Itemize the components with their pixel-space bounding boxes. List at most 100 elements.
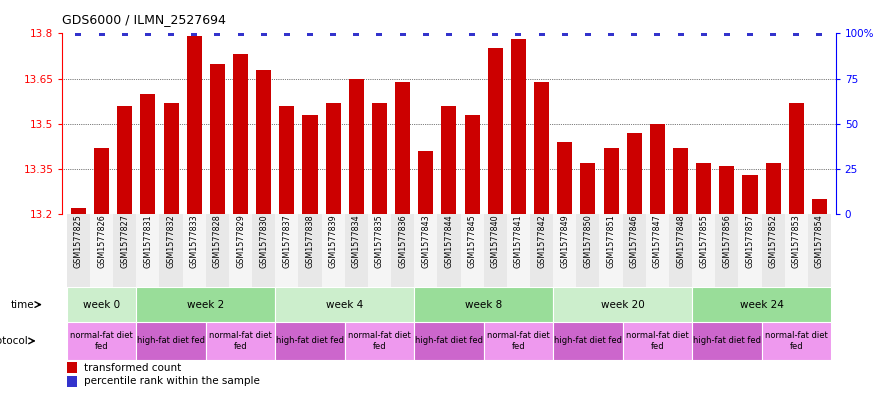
Point [789,30,804,37]
Text: GSM1577852: GSM1577852 [769,214,778,268]
Bar [418,151,433,214]
Text: GDS6000 / ILMN_2527694: GDS6000 / ILMN_2527694 [62,13,226,26]
Text: week 20: week 20 [601,299,645,310]
Text: GSM1577851: GSM1577851 [606,214,615,268]
Bar [414,287,553,322]
Point [94,30,108,37]
Bar [182,214,205,287]
Bar [812,199,827,214]
Bar [276,214,299,287]
Point [488,30,502,37]
Text: week 4: week 4 [326,299,364,310]
Bar [210,64,225,214]
Point [673,30,687,37]
Bar [765,163,781,214]
Bar [256,70,271,214]
Text: week 8: week 8 [465,299,502,310]
Bar [229,214,252,287]
Text: normal-fat diet
fed: normal-fat diet fed [487,331,549,351]
Bar [465,115,480,214]
Text: high-fat diet fed: high-fat diet fed [415,336,483,345]
Bar [325,103,340,214]
Bar [484,322,553,360]
Text: normal-fat diet
fed: normal-fat diet fed [70,331,133,351]
Bar [808,214,831,287]
Bar [785,214,808,287]
Bar [719,166,734,214]
Text: GSM1577849: GSM1577849 [560,214,569,268]
Bar [557,142,573,214]
Bar [604,148,619,214]
Bar [205,322,276,360]
Bar [414,322,484,360]
Bar [553,287,693,322]
Bar [322,214,345,287]
Bar [622,322,693,360]
Bar [511,39,526,214]
Bar [461,214,484,287]
Bar [716,214,739,287]
Text: transformed count: transformed count [84,363,181,373]
Bar [507,214,530,287]
Text: GSM1577836: GSM1577836 [398,214,407,268]
Bar [90,214,113,287]
Text: GSM1577846: GSM1577846 [629,214,638,268]
Bar [252,214,276,287]
Text: GSM1577838: GSM1577838 [306,214,315,268]
Bar [693,287,831,322]
Text: percentile rank within the sample: percentile rank within the sample [84,376,260,386]
Point [349,30,364,37]
Bar [302,115,317,214]
Bar [414,214,437,287]
Text: GSM1577826: GSM1577826 [97,214,106,268]
Point [650,30,664,37]
Text: GSM1577843: GSM1577843 [421,214,430,268]
Point [280,30,294,37]
Text: GSM1577831: GSM1577831 [143,214,152,268]
Point [257,30,271,37]
Text: GSM1577839: GSM1577839 [329,214,338,268]
Bar [742,175,757,214]
Text: GSM1577848: GSM1577848 [676,214,685,268]
Bar [599,214,622,287]
Text: normal-fat diet
fed: normal-fat diet fed [209,331,272,351]
Text: GSM1577855: GSM1577855 [699,214,709,268]
Bar [67,322,136,360]
Bar [581,163,596,214]
Bar [113,214,136,287]
Text: week 24: week 24 [740,299,783,310]
Bar [117,106,132,214]
Text: week 0: week 0 [83,299,120,310]
Text: GSM1577840: GSM1577840 [491,214,500,268]
Bar [576,214,599,287]
Bar [650,124,665,214]
Bar [553,322,622,360]
Text: normal-fat diet
fed: normal-fat diet fed [348,331,411,351]
Bar [94,148,109,214]
Bar [345,322,414,360]
Text: high-fat diet fed: high-fat diet fed [276,336,344,345]
Bar [299,214,322,287]
Text: normal-fat diet
fed: normal-fat diet fed [626,331,689,351]
Bar [205,214,229,287]
Point [372,30,387,37]
Text: GSM1577850: GSM1577850 [583,214,592,268]
Bar [442,106,456,214]
Text: GSM1577835: GSM1577835 [375,214,384,268]
Bar [368,214,391,287]
Point [396,30,410,37]
Point [813,30,827,37]
Bar [789,103,804,214]
Bar [279,106,294,214]
Bar [159,214,182,287]
Bar [395,82,410,214]
Point [766,30,781,37]
Bar [488,48,503,214]
Text: GSM1577830: GSM1577830 [260,214,268,268]
Bar [530,214,553,287]
Point [326,30,340,37]
Bar [553,214,576,287]
Point [211,30,225,37]
Bar [276,287,414,322]
Text: GSM1577854: GSM1577854 [815,214,824,268]
